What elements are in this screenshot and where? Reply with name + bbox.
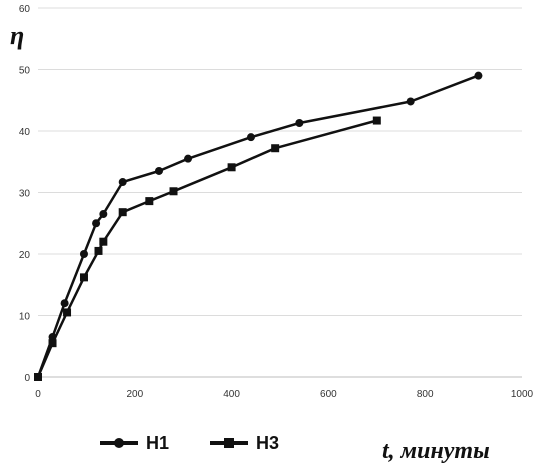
data-point-h1-10 [295, 119, 304, 128]
grid-lines [38, 7, 522, 316]
data-point-h3-7 [145, 197, 154, 206]
y-tick-label-0: 0 [24, 373, 30, 384]
x-tick-label-2: 400 [223, 389, 240, 400]
data-point-h1-12 [474, 71, 483, 80]
data-point-h3-8 [169, 187, 178, 196]
legend-h1-marker [114, 438, 124, 448]
data-point-h1-9 [246, 133, 255, 142]
y-tick-label-3: 30 [19, 189, 31, 200]
legend-h1-label: H1 [146, 433, 169, 453]
x-axis-label: t, минуты [382, 438, 490, 464]
legend-item-h1: H1 [100, 433, 169, 453]
series-line-h3 [36, 119, 378, 378]
data-point-h1-11 [406, 97, 415, 106]
legend-h3-marker [224, 438, 234, 448]
x-tick-label-4: 800 [417, 389, 434, 400]
y-tick-label-1: 10 [19, 312, 31, 323]
data-point-h3-2 [63, 308, 72, 317]
data-point-h1-7 [155, 166, 163, 175]
data-point-h3-5 [99, 237, 108, 246]
data-point-h3-0 [34, 373, 42, 381]
x-tick-label-1: 200 [126, 389, 143, 400]
x-tick-label-3: 600 [320, 389, 337, 400]
data-point-h1-2 [60, 299, 69, 308]
y-tick-label-2: 20 [19, 250, 31, 261]
y-tick-label-6: 60 [19, 4, 31, 15]
data-point-h3-4 [94, 246, 103, 255]
y-tick-label-4: 40 [19, 127, 31, 138]
data-point-h1-5 [99, 210, 108, 219]
legend: H1 H3 [100, 433, 279, 453]
data-point-h1-4 [92, 219, 101, 228]
data-point-h1-6 [118, 178, 127, 187]
data-point-h3-10 [271, 144, 280, 153]
data-point-h3-6 [118, 208, 127, 217]
data-point-h3-3 [79, 273, 88, 282]
legend-item-h3: H3 [210, 433, 279, 453]
data-point-h1-3 [79, 250, 88, 258]
y-axis-label: η [10, 21, 24, 50]
series-lines [34, 71, 483, 381]
data-point-h3-11 [372, 116, 381, 125]
y-tick-label-5: 50 [19, 66, 31, 77]
x-tick-label-5: 1000 [511, 389, 534, 400]
series-line-h1 [36, 74, 479, 378]
legend-h3-label: H3 [256, 433, 279, 453]
data-point-h3-1 [48, 339, 57, 348]
x-tick-label-0: 0 [35, 389, 41, 400]
data-point-h1-8 [184, 154, 193, 163]
data-point-h3-9 [227, 163, 236, 172]
